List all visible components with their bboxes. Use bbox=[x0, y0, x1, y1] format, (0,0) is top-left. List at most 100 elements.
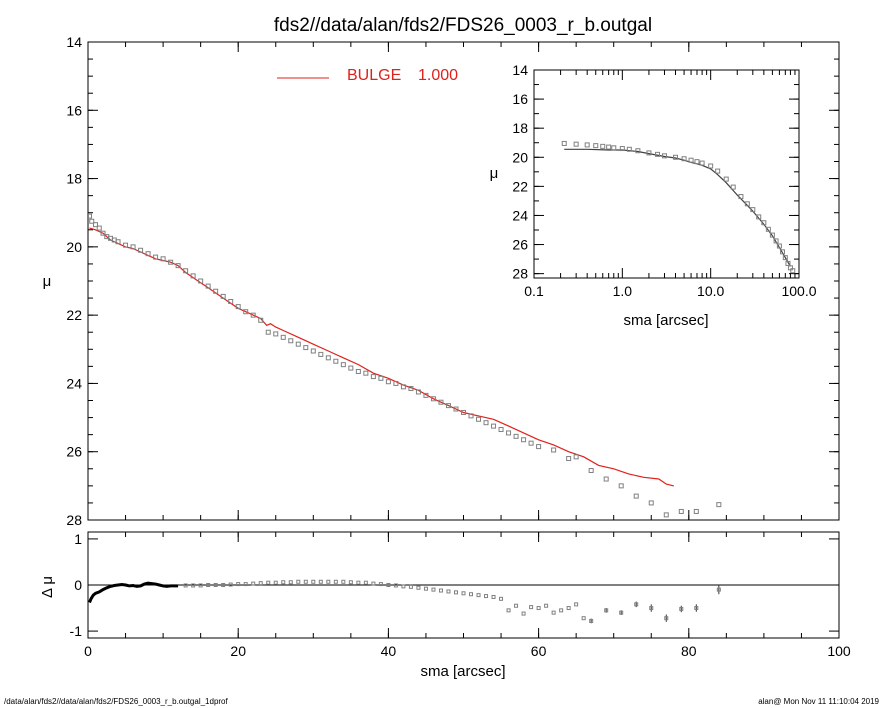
data-point bbox=[649, 606, 654, 611]
data-point bbox=[318, 351, 324, 357]
data-point bbox=[681, 156, 687, 162]
data-point bbox=[363, 370, 369, 376]
data-point bbox=[744, 201, 750, 207]
data-point bbox=[738, 194, 744, 200]
inset-plot-frame bbox=[533, 69, 800, 279]
data-point bbox=[566, 606, 571, 611]
data-point bbox=[699, 160, 705, 166]
data-point bbox=[295, 341, 301, 347]
data-point bbox=[483, 420, 489, 426]
y-tick-label: 16 bbox=[512, 91, 528, 107]
data-point bbox=[782, 255, 788, 261]
data-point bbox=[521, 437, 527, 443]
inset-series bbox=[561, 140, 796, 274]
data-point bbox=[438, 588, 443, 593]
data-point bbox=[130, 244, 136, 250]
y-tick-label: 24 bbox=[66, 375, 82, 391]
data-point bbox=[145, 251, 151, 257]
data-point bbox=[303, 345, 309, 351]
data-point bbox=[513, 433, 519, 439]
data-point bbox=[776, 243, 782, 249]
data-point bbox=[654, 151, 660, 157]
inset-panel: 0.1 1.0 10.0 100.0 14 16 18 20 22 24 26 28 sma [arc… bbox=[490, 62, 817, 329]
x-tick-label: 10.0 bbox=[697, 283, 724, 299]
data-point bbox=[606, 144, 612, 150]
data-point bbox=[693, 508, 699, 514]
data-point bbox=[634, 602, 639, 607]
data-point bbox=[326, 579, 331, 584]
data-point bbox=[723, 176, 729, 182]
data-point bbox=[288, 580, 293, 585]
data-point bbox=[514, 603, 519, 608]
footer-timestamp: alan@ Mon Nov 11 11:10:04 2019 bbox=[758, 697, 879, 706]
data-point bbox=[506, 608, 511, 613]
data-point bbox=[593, 143, 599, 149]
data-point bbox=[288, 338, 294, 344]
data-point bbox=[273, 331, 279, 337]
data-point bbox=[228, 298, 234, 304]
data-point bbox=[708, 163, 714, 169]
data-point bbox=[115, 239, 121, 245]
y-tick-label: 16 bbox=[66, 102, 82, 118]
data-point bbox=[773, 238, 779, 244]
data-point bbox=[604, 608, 609, 613]
main-series bbox=[87, 213, 722, 518]
data-point bbox=[228, 582, 233, 587]
data-point bbox=[296, 579, 301, 584]
data-point bbox=[438, 399, 444, 405]
data-point bbox=[536, 606, 541, 611]
data-point bbox=[89, 218, 95, 224]
data-point bbox=[221, 583, 226, 587]
x-tick-label: 0.1 bbox=[524, 283, 544, 299]
data-point bbox=[453, 590, 458, 595]
data-point bbox=[153, 254, 159, 260]
data-point bbox=[341, 579, 346, 584]
data-point bbox=[430, 396, 436, 402]
data-point bbox=[461, 591, 466, 596]
data-point bbox=[87, 213, 93, 219]
data-point bbox=[393, 583, 398, 588]
main-panel: 14 16 18 20 22 24 26 28 μ BULGE 1.000 bbox=[43, 34, 840, 528]
data-point bbox=[183, 268, 189, 274]
data-point bbox=[198, 278, 204, 284]
data-point bbox=[528, 440, 534, 446]
data-point bbox=[561, 140, 567, 146]
inset-axis-ticks: 0.1 1.0 10.0 100.0 14 16 18 20 22 24 26 28 bbox=[512, 62, 816, 299]
data-point bbox=[779, 249, 785, 255]
data-point bbox=[484, 594, 489, 599]
y-tick-label: 22 bbox=[66, 307, 82, 323]
data-point bbox=[664, 616, 669, 621]
x-tick-label: 1.0 bbox=[613, 283, 633, 299]
data-point bbox=[213, 583, 218, 587]
footer-file-path: /data/alan/fds2//data/alan/fds2/FDS26_00… bbox=[4, 697, 228, 706]
data-point bbox=[250, 312, 256, 318]
data-point bbox=[661, 153, 667, 159]
data-point bbox=[600, 143, 606, 149]
data-point bbox=[93, 222, 99, 228]
data-point bbox=[431, 587, 436, 592]
y-tick-label: 20 bbox=[512, 149, 528, 165]
y-tick-label: 20 bbox=[66, 239, 82, 255]
data-point bbox=[310, 348, 316, 354]
y-tick-label: 22 bbox=[512, 178, 528, 194]
data-point bbox=[378, 582, 383, 587]
x-tick-label: 60 bbox=[531, 643, 547, 659]
y-tick-label: 1 bbox=[74, 531, 82, 547]
data-point bbox=[325, 355, 331, 361]
data-point bbox=[730, 184, 736, 190]
data-point bbox=[243, 582, 248, 587]
data-point bbox=[491, 594, 496, 599]
data-point bbox=[476, 593, 481, 598]
inset-y-axis-label: μ bbox=[490, 165, 499, 182]
data-point bbox=[348, 365, 354, 371]
data-point bbox=[333, 579, 338, 584]
data-point bbox=[566, 456, 572, 462]
residual-axis-ticks: 0 20 40 60 80 100-101 bbox=[70, 531, 851, 659]
y-tick-label: 14 bbox=[512, 62, 528, 78]
data-point bbox=[618, 483, 624, 489]
data-point bbox=[694, 159, 700, 165]
data-point bbox=[521, 611, 526, 616]
data-point bbox=[769, 232, 775, 238]
data-point bbox=[715, 168, 721, 174]
data-point bbox=[168, 259, 174, 265]
